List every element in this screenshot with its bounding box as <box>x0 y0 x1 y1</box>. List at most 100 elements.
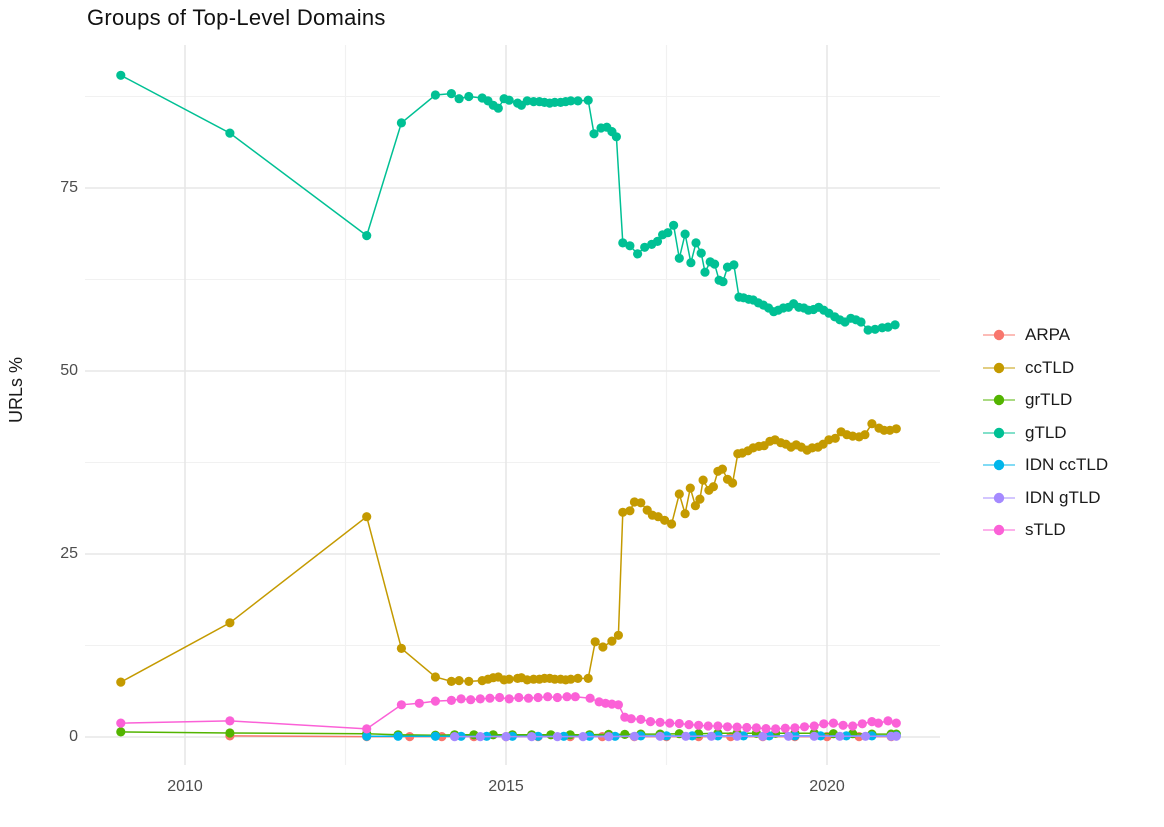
data-point <box>691 238 701 248</box>
data-point <box>674 253 684 263</box>
data-point <box>493 103 503 113</box>
series-stld <box>116 692 901 734</box>
data-point <box>570 692 580 702</box>
legend: ARPA ccTLD grTLD gTLD IDN ccTLD IDN gTLD sTLD <box>982 319 1108 547</box>
data-point <box>751 723 762 733</box>
data-point <box>867 419 877 429</box>
data-point <box>501 732 511 742</box>
data-point <box>891 731 901 741</box>
data-point <box>116 677 126 687</box>
data-point <box>562 692 572 702</box>
legend-key-icon <box>983 362 1015 373</box>
data-point <box>838 720 848 730</box>
legend-key-icon <box>983 492 1015 503</box>
x-axis-tick-label: 2020 <box>809 778 845 795</box>
legend-key-icon <box>983 395 1015 406</box>
data-point <box>728 478 738 488</box>
data-point <box>700 267 710 277</box>
data-point <box>456 694 466 704</box>
series-line <box>120 74 896 331</box>
data-point <box>667 519 677 529</box>
data-point <box>686 258 696 268</box>
data-point <box>598 642 608 652</box>
y-axis-tick-label: 75 <box>60 179 78 196</box>
data-point <box>589 129 599 139</box>
data-point <box>703 721 713 731</box>
data-point <box>694 720 704 730</box>
data-point <box>665 718 675 728</box>
data-point <box>430 90 440 100</box>
data-point <box>710 259 720 269</box>
legend-label: gTLD <box>1025 422 1067 442</box>
data-point <box>674 718 684 729</box>
data-point <box>607 636 617 646</box>
data-point <box>713 721 723 731</box>
data-point <box>870 324 880 334</box>
data-point <box>848 721 858 731</box>
data-point <box>430 696 440 706</box>
data-point <box>685 483 695 493</box>
data-point <box>761 724 771 734</box>
data-point <box>696 248 706 258</box>
data-point <box>583 673 593 684</box>
data-point <box>633 249 643 259</box>
data-point <box>573 673 583 684</box>
data-point <box>883 716 893 726</box>
data-point <box>783 731 794 741</box>
data-point <box>708 482 719 492</box>
data-point <box>583 95 593 105</box>
data-point <box>578 732 588 742</box>
data-point <box>446 89 456 99</box>
data-point <box>819 719 829 729</box>
data-point <box>809 721 819 731</box>
data-point <box>464 91 474 102</box>
data-point <box>585 693 595 703</box>
data-point <box>362 724 372 734</box>
data-point <box>663 228 673 238</box>
data-point <box>674 489 684 499</box>
legend-label: IDN gTLD <box>1025 487 1101 507</box>
data-point <box>828 718 839 728</box>
data-point <box>573 96 583 106</box>
data-point <box>655 731 665 741</box>
legend-label: sTLD <box>1025 520 1066 540</box>
data-point <box>758 731 768 741</box>
data-point <box>857 719 867 729</box>
data-point <box>604 732 614 742</box>
legend-item-idn-gtld: IDN gTLD <box>982 482 1108 515</box>
data-point <box>446 695 456 706</box>
data-point <box>698 475 708 485</box>
data-point <box>680 229 690 239</box>
data-point <box>620 729 630 740</box>
data-point <box>116 718 126 728</box>
legend-item-grtld: grTLD <box>982 384 1108 417</box>
legend-item-cctld: ccTLD <box>982 352 1108 385</box>
legend-key-icon <box>983 427 1015 438</box>
data-point <box>681 731 691 741</box>
data-point <box>722 722 733 732</box>
data-point <box>873 718 884 728</box>
data-point <box>645 717 656 727</box>
legend-item-arpa: ARPA <box>982 319 1108 352</box>
data-point <box>116 727 126 737</box>
legend-label: ARPA <box>1025 325 1071 345</box>
data-point <box>771 724 781 734</box>
data-point <box>543 692 553 702</box>
data-point <box>799 722 810 732</box>
data-point <box>684 720 694 730</box>
data-point <box>523 693 534 703</box>
data-point <box>629 731 640 741</box>
legend-item-idn-cctld: IDN ccTLD <box>982 449 1108 482</box>
data-point <box>883 322 893 332</box>
data-point <box>636 714 646 725</box>
data-point <box>396 643 406 654</box>
data-point <box>450 732 460 742</box>
data-point <box>464 676 474 687</box>
data-point <box>393 731 403 741</box>
legend-key-icon <box>983 525 1015 536</box>
legend-key-icon <box>983 460 1015 471</box>
data-point <box>742 722 752 733</box>
data-point <box>618 507 628 517</box>
data-point <box>835 731 845 741</box>
